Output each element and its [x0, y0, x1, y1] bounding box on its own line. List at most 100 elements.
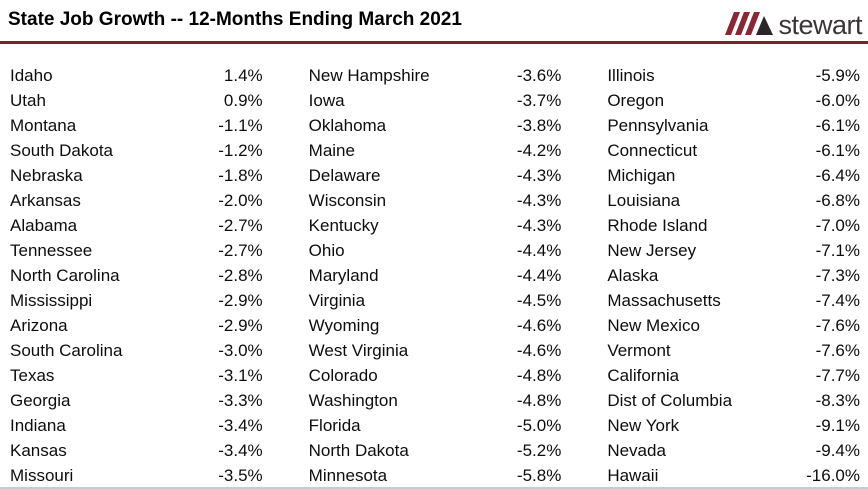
- state-value: -3.6%: [516, 65, 562, 85]
- state-name: Arizona: [10, 315, 68, 335]
- state-value: -3.1%: [218, 365, 263, 385]
- state-value: -9.1%: [815, 415, 860, 435]
- state-value: -3.8%: [516, 115, 562, 135]
- state-value: -4.5%: [516, 290, 562, 310]
- state-name: Virginia: [308, 290, 366, 310]
- state-name: Connecticut: [607, 140, 698, 160]
- state-name: New Jersey: [607, 240, 697, 260]
- state-name: Wisconsin: [308, 190, 387, 210]
- state-name: Alabama: [10, 215, 78, 235]
- stewart-slashes-icon: [725, 12, 774, 35]
- table-row: North Carolina -2.8%: [10, 263, 263, 288]
- state-name: Nebraska: [10, 165, 83, 185]
- state-value: -5.0%: [516, 415, 562, 435]
- state-value: -7.6%: [815, 340, 860, 360]
- table-row: Rhode Island -7.0%: [607, 213, 860, 238]
- table-row: West Virginia -4.6%: [309, 338, 562, 363]
- table-row: Arkansas -2.0%: [10, 188, 263, 213]
- state-name: Louisiana: [607, 190, 681, 210]
- table-row: Delaware -4.3%: [309, 163, 562, 188]
- table-row: Florida -5.0%: [309, 413, 562, 438]
- state-value: -7.3%: [815, 265, 860, 285]
- state-name: Iowa: [308, 90, 345, 110]
- table-row: Iowa -3.7%: [309, 88, 562, 113]
- state-value: -2.7%: [218, 240, 263, 260]
- table-row: Maryland -4.4%: [309, 263, 562, 288]
- state-value: -3.7%: [516, 90, 562, 110]
- table-row: Washington -4.8%: [309, 388, 562, 413]
- state-name: Oregon: [607, 90, 665, 110]
- state-name: New Mexico: [607, 315, 700, 335]
- state-value: 1.4%: [223, 65, 263, 85]
- stewart-logo-text: stewart: [778, 10, 862, 40]
- table-row: Utah 0.9%: [10, 88, 263, 113]
- table-row: Idaho 1.4%: [10, 63, 263, 88]
- state-value: -6.0%: [815, 90, 860, 110]
- table-row: South Dakota -1.2%: [10, 138, 263, 163]
- state-value: -4.6%: [516, 340, 562, 360]
- table-row: Kansas -3.4%: [10, 438, 263, 463]
- table-row: Dist of Columbia -8.3%: [607, 388, 860, 413]
- state-value: -4.6%: [516, 315, 562, 335]
- state-value: -6.1%: [815, 140, 860, 160]
- table-row: Texas -3.1%: [10, 363, 263, 388]
- state-name: Arkansas: [10, 190, 81, 210]
- state-value: -9.4%: [815, 440, 860, 460]
- table-row: New Mexico -7.6%: [607, 313, 860, 338]
- state-value: -7.1%: [815, 240, 860, 260]
- state-value: -6.4%: [815, 165, 860, 185]
- state-value: -16.0%: [806, 465, 860, 485]
- state-name: Colorado: [308, 365, 378, 385]
- state-value: -4.4%: [516, 265, 562, 285]
- table-row: Nebraska -1.8%: [10, 163, 263, 188]
- table-column: Illinois -5.9% Oregon -6.0% Pennsylvania…: [607, 63, 860, 488]
- state-value: -4.4%: [516, 240, 562, 260]
- state-value: -3.4%: [218, 415, 263, 435]
- table-row: Alabama -2.7%: [10, 213, 263, 238]
- state-name: Minnesota: [308, 465, 388, 485]
- table-row: New Jersey -7.1%: [607, 238, 860, 263]
- state-name: Ohio: [308, 240, 345, 260]
- state-name: Kansas: [10, 440, 67, 460]
- state-name: Pennsylvania: [607, 115, 709, 135]
- table-row: Kentucky -4.3%: [309, 213, 562, 238]
- header-rule: [0, 41, 868, 44]
- state-value: -7.6%: [815, 315, 860, 335]
- table-row: Minnesota -5.8%: [309, 463, 562, 488]
- state-name: Georgia: [10, 390, 71, 410]
- state-name: Nevada: [607, 440, 666, 460]
- table-row: Louisiana -6.8%: [607, 188, 860, 213]
- table-row: New York -9.1%: [607, 413, 860, 438]
- state-name: New York: [607, 415, 680, 435]
- state-value: -2.7%: [218, 215, 263, 235]
- state-name: Tennessee: [10, 240, 93, 260]
- state-name: Maryland: [308, 265, 379, 285]
- state-name: Delaware: [308, 165, 381, 185]
- state-value: -5.8%: [516, 465, 562, 485]
- table-row: Virginia -4.5%: [309, 288, 562, 313]
- table-row: Oregon -6.0%: [607, 88, 860, 113]
- state-value: 0.9%: [223, 90, 263, 110]
- table-row: North Dakota -5.2%: [309, 438, 562, 463]
- state-value: -2.8%: [218, 265, 263, 285]
- state-name: South Dakota: [10, 140, 114, 160]
- state-name: Wyoming: [308, 315, 380, 335]
- state-name: Mississippi: [10, 290, 93, 310]
- table-row: South Carolina -3.0%: [10, 338, 263, 363]
- state-name: Michigan: [607, 165, 676, 185]
- table-row: Georgia -3.3%: [10, 388, 263, 413]
- state-value: -7.4%: [815, 290, 860, 310]
- state-name: Dist of Columbia: [607, 390, 733, 410]
- state-name: California: [607, 365, 680, 385]
- table-row: Mississippi -2.9%: [10, 288, 263, 313]
- state-name: Massachusetts: [607, 290, 721, 310]
- state-name: South Carolina: [10, 340, 123, 360]
- state-name: Missouri: [10, 465, 74, 485]
- state-name: Idaho: [10, 65, 53, 85]
- table-row: Nevada -9.4%: [607, 438, 860, 463]
- table-row: Massachusetts -7.4%: [607, 288, 860, 313]
- table-row: Colorado -4.8%: [309, 363, 562, 388]
- table-row: Arizona -2.9%: [10, 313, 263, 338]
- table-row: Illinois -5.9%: [607, 63, 860, 88]
